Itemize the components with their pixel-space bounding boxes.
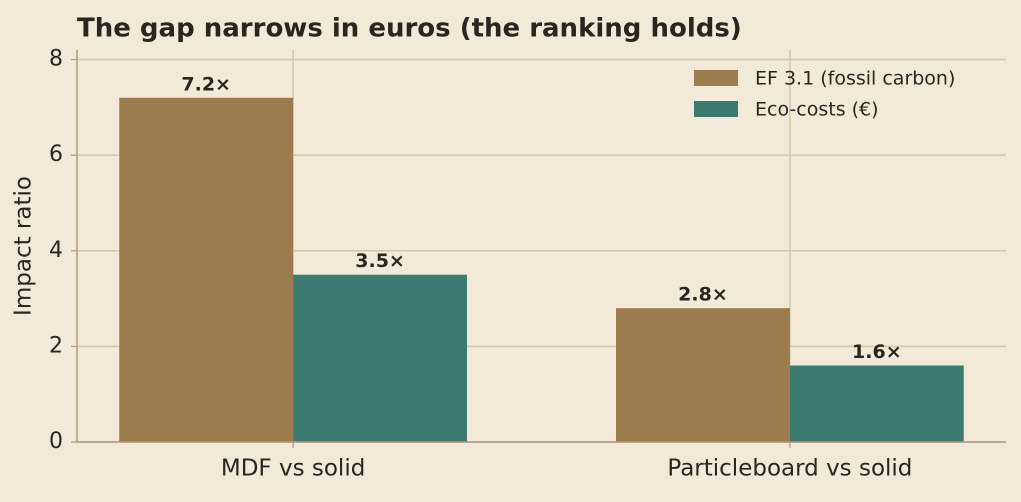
data-label: 3.5×: [355, 250, 405, 272]
data-label: 1.6×: [852, 341, 902, 363]
legend-label: Eco-costs (€): [755, 99, 879, 121]
y-tick-label: 2: [49, 333, 63, 358]
legend-swatch: [694, 101, 738, 117]
y-tick-label: 4: [49, 238, 63, 263]
bar: [119, 97, 294, 443]
data-label: 7.2×: [181, 73, 231, 95]
x-tick-label: Particleboard vs solid: [667, 456, 912, 482]
bar: [616, 308, 790, 442]
x-tick-label: MDF vs solid: [221, 456, 365, 482]
y-tick-label: 8: [49, 47, 63, 72]
bar: [789, 365, 964, 442]
y-tick-label: 6: [49, 142, 63, 167]
y-tick-label: 0: [49, 429, 63, 454]
legend-label: EF 3.1 (fossil carbon): [755, 68, 955, 90]
y-axis-label: Impact ratio: [11, 176, 37, 316]
legend-swatch: [694, 70, 738, 86]
data-label: 2.8×: [678, 284, 728, 306]
chart-title: The gap narrows in euros (the ranking ho…: [77, 14, 742, 44]
bar: [293, 274, 467, 442]
